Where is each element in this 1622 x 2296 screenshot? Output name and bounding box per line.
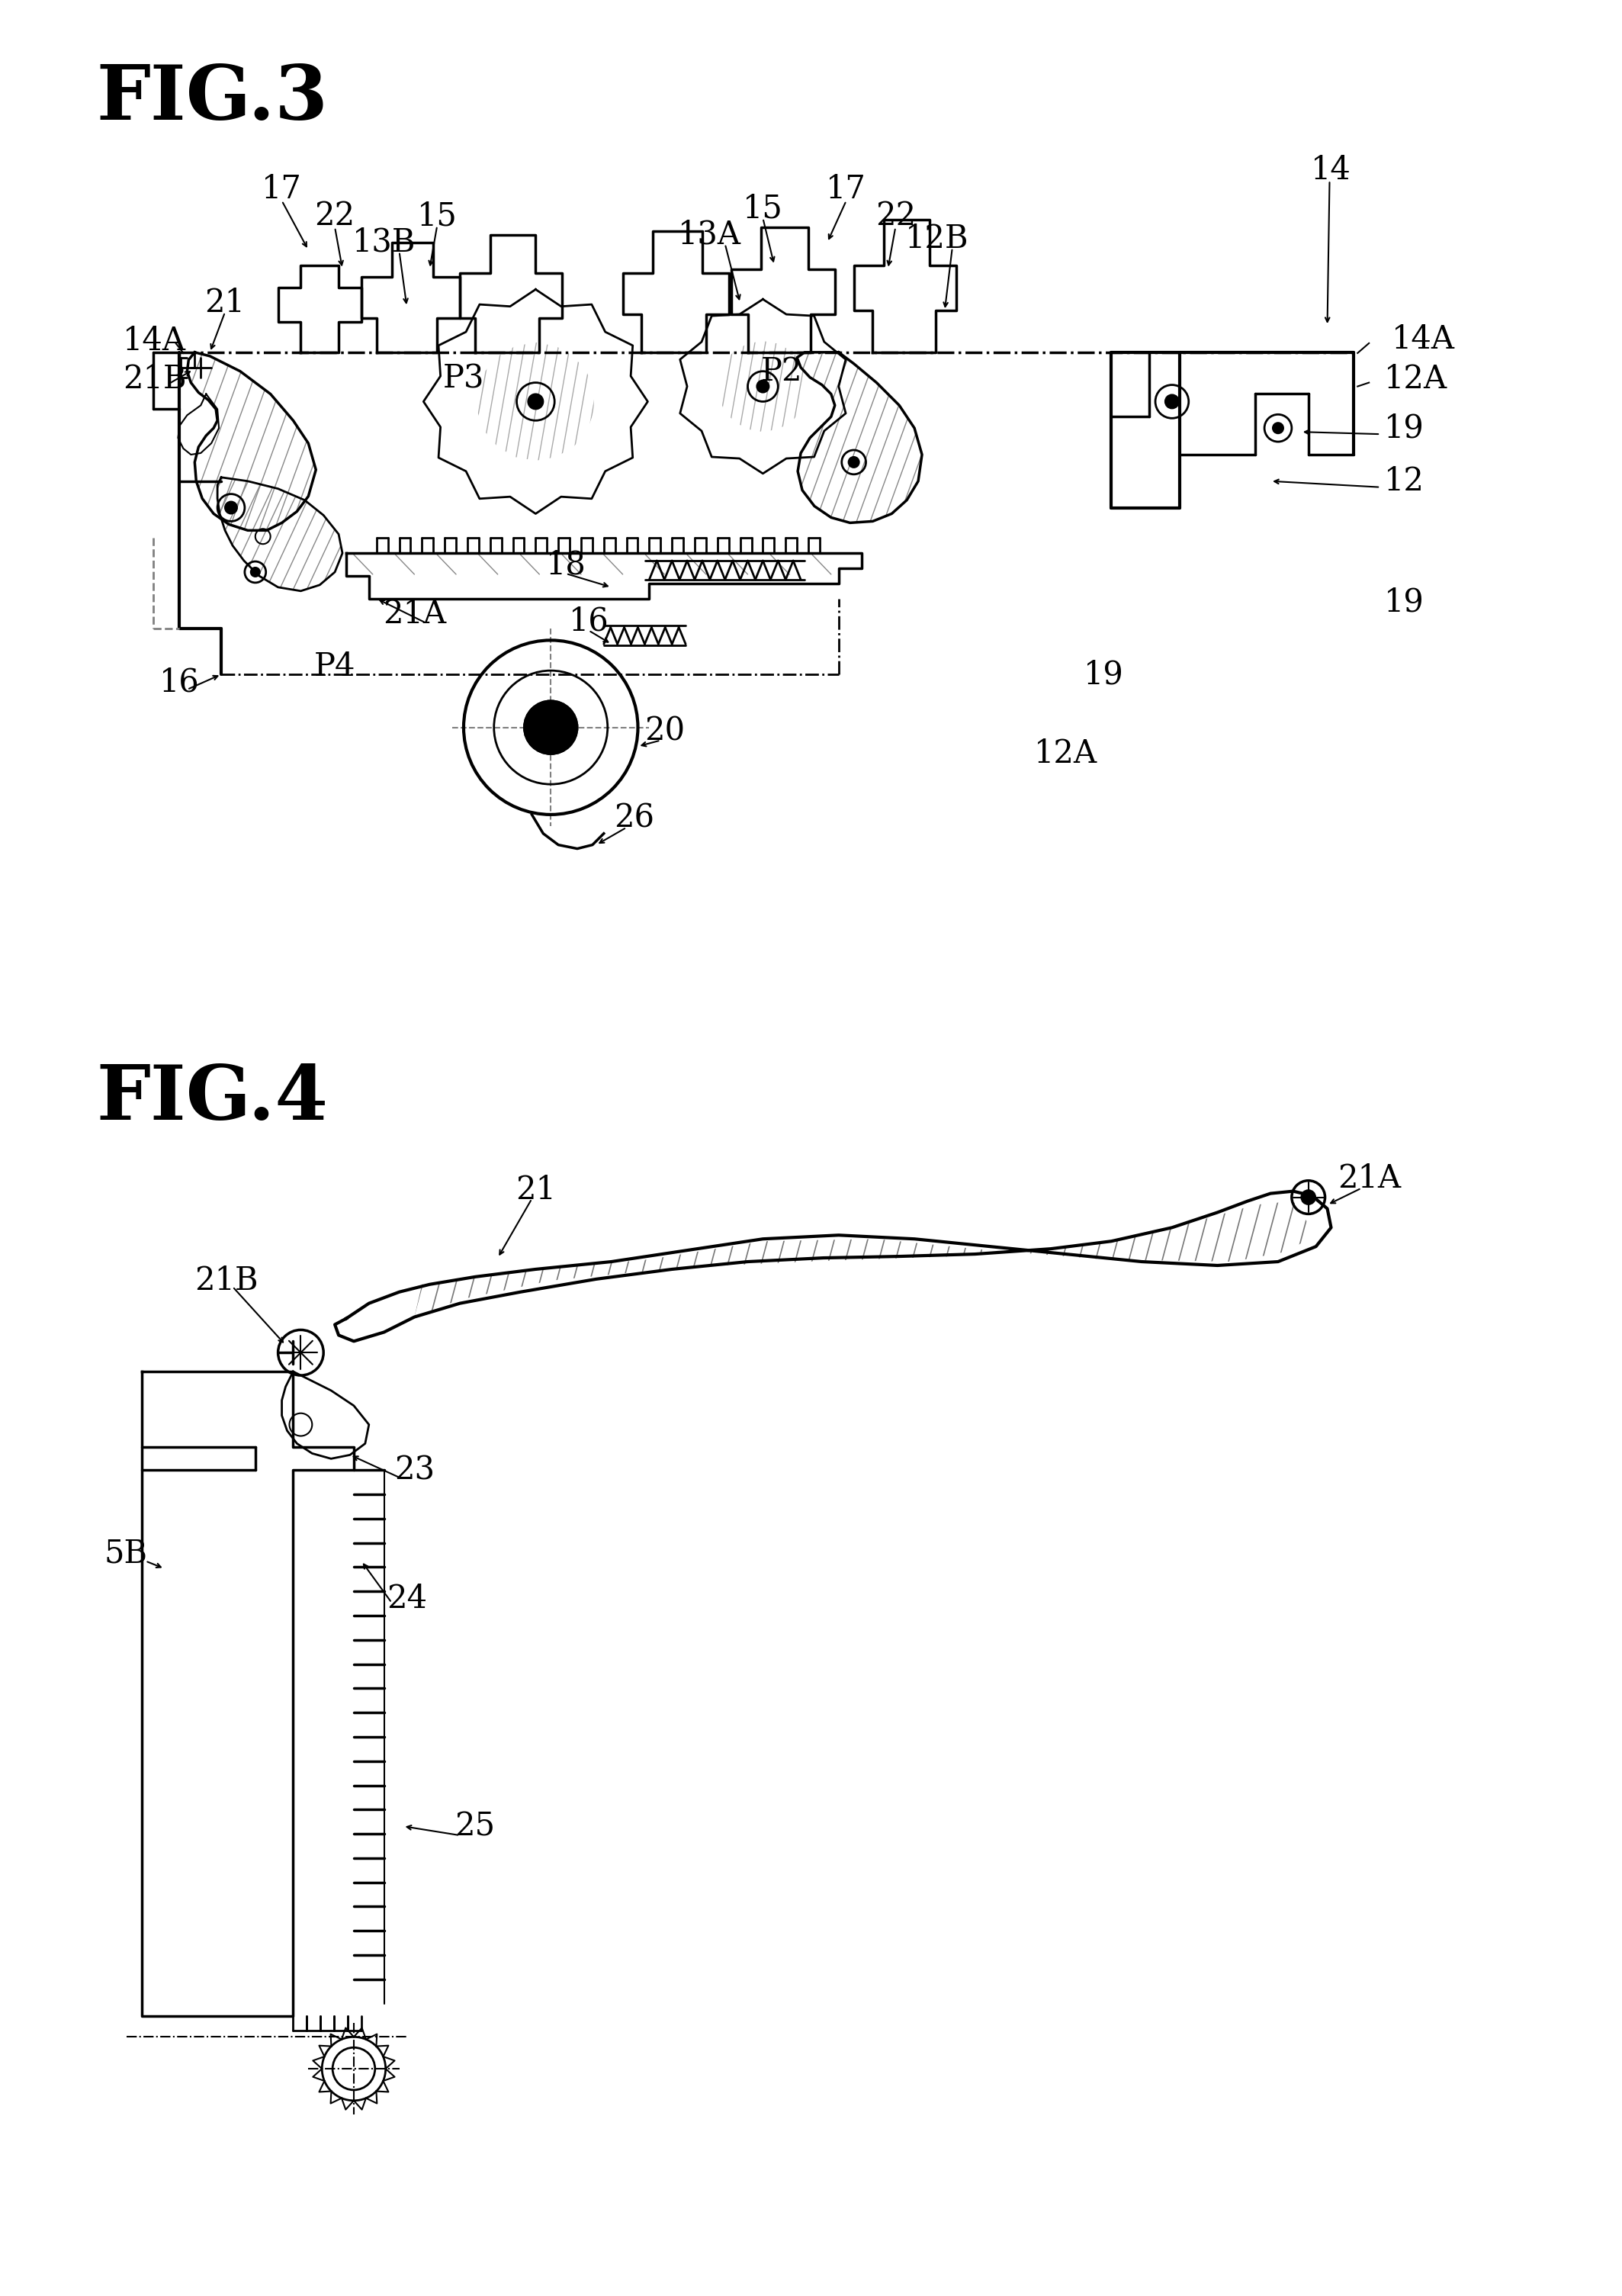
Text: 17: 17 bbox=[826, 174, 866, 204]
Circle shape bbox=[524, 700, 577, 753]
Text: 26: 26 bbox=[613, 801, 654, 833]
Circle shape bbox=[848, 457, 860, 468]
Text: 21: 21 bbox=[204, 287, 245, 319]
Text: 18: 18 bbox=[547, 549, 586, 581]
Text: 21B: 21B bbox=[123, 363, 187, 395]
Text: 21B: 21B bbox=[195, 1265, 258, 1297]
Text: P4: P4 bbox=[315, 650, 355, 682]
Text: 14: 14 bbox=[1311, 154, 1351, 186]
Text: 21: 21 bbox=[516, 1173, 556, 1205]
Circle shape bbox=[757, 381, 769, 393]
Text: 5B: 5B bbox=[104, 1538, 148, 1570]
Text: 14A: 14A bbox=[1392, 324, 1455, 356]
Text: 22: 22 bbox=[315, 200, 355, 232]
Circle shape bbox=[251, 567, 260, 576]
Circle shape bbox=[1165, 395, 1179, 409]
Text: 25: 25 bbox=[454, 1809, 495, 1841]
Text: 19: 19 bbox=[1083, 659, 1124, 691]
Text: 12A: 12A bbox=[1035, 737, 1098, 769]
Text: 15: 15 bbox=[417, 200, 457, 232]
Text: 12: 12 bbox=[1384, 466, 1424, 498]
Text: 13B: 13B bbox=[352, 227, 415, 259]
Text: FIG.3: FIG.3 bbox=[96, 62, 328, 135]
Text: 12B: 12B bbox=[905, 223, 968, 255]
Polygon shape bbox=[141, 1371, 354, 2016]
Text: FIG.4: FIG.4 bbox=[96, 1061, 328, 1137]
Text: 14A: 14A bbox=[123, 326, 187, 356]
Polygon shape bbox=[345, 553, 861, 599]
Text: 24: 24 bbox=[386, 1582, 427, 1614]
Text: 19: 19 bbox=[1384, 585, 1424, 618]
Text: 12A: 12A bbox=[1384, 363, 1447, 395]
Text: 16: 16 bbox=[159, 666, 200, 698]
Text: 17: 17 bbox=[261, 174, 302, 204]
Circle shape bbox=[225, 501, 237, 514]
Text: 21A: 21A bbox=[1337, 1162, 1401, 1194]
Circle shape bbox=[529, 395, 543, 409]
Text: 21A: 21A bbox=[383, 597, 446, 629]
Text: 13A: 13A bbox=[678, 218, 741, 250]
Text: P2: P2 bbox=[761, 356, 803, 388]
Circle shape bbox=[1301, 1189, 1315, 1203]
Text: 16: 16 bbox=[569, 606, 608, 638]
Text: 22: 22 bbox=[876, 200, 916, 232]
Text: P3: P3 bbox=[443, 363, 485, 395]
Text: 23: 23 bbox=[394, 1453, 435, 1486]
Circle shape bbox=[1273, 422, 1283, 434]
Text: 20: 20 bbox=[644, 714, 684, 746]
Text: 15: 15 bbox=[743, 193, 783, 225]
Text: 19: 19 bbox=[1384, 411, 1424, 443]
